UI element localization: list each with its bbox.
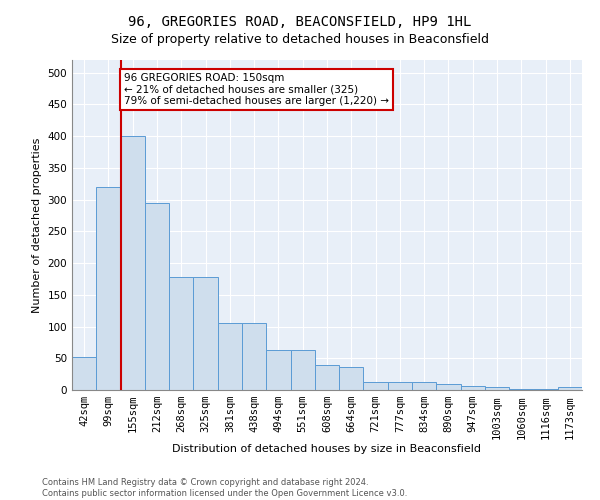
Bar [485,388,509,390]
Bar [169,277,193,390]
Bar [193,277,218,390]
Bar [509,388,533,390]
Bar [436,384,461,390]
Bar [121,136,145,390]
Text: 96, GREGORIES ROAD, BEACONSFIELD, HP9 1HL: 96, GREGORIES ROAD, BEACONSFIELD, HP9 1H… [128,15,472,29]
X-axis label: Distribution of detached houses by size in Beaconsfield: Distribution of detached houses by size … [173,444,482,454]
Bar [388,382,412,390]
Bar [364,382,388,390]
Bar [266,350,290,390]
Text: Contains HM Land Registry data © Crown copyright and database right 2024.
Contai: Contains HM Land Registry data © Crown c… [42,478,407,498]
Text: Size of property relative to detached houses in Beaconsfield: Size of property relative to detached ho… [111,32,489,46]
Bar [339,366,364,390]
Bar [290,350,315,390]
Bar [315,364,339,390]
Text: 96 GREGORIES ROAD: 150sqm
← 21% of detached houses are smaller (325)
79% of semi: 96 GREGORIES ROAD: 150sqm ← 21% of detac… [124,72,389,106]
Y-axis label: Number of detached properties: Number of detached properties [32,138,42,312]
Bar [96,187,121,390]
Bar [145,203,169,390]
Bar [72,357,96,390]
Bar [218,322,242,390]
Bar [412,382,436,390]
Bar [558,387,582,390]
Bar [242,322,266,390]
Bar [461,386,485,390]
